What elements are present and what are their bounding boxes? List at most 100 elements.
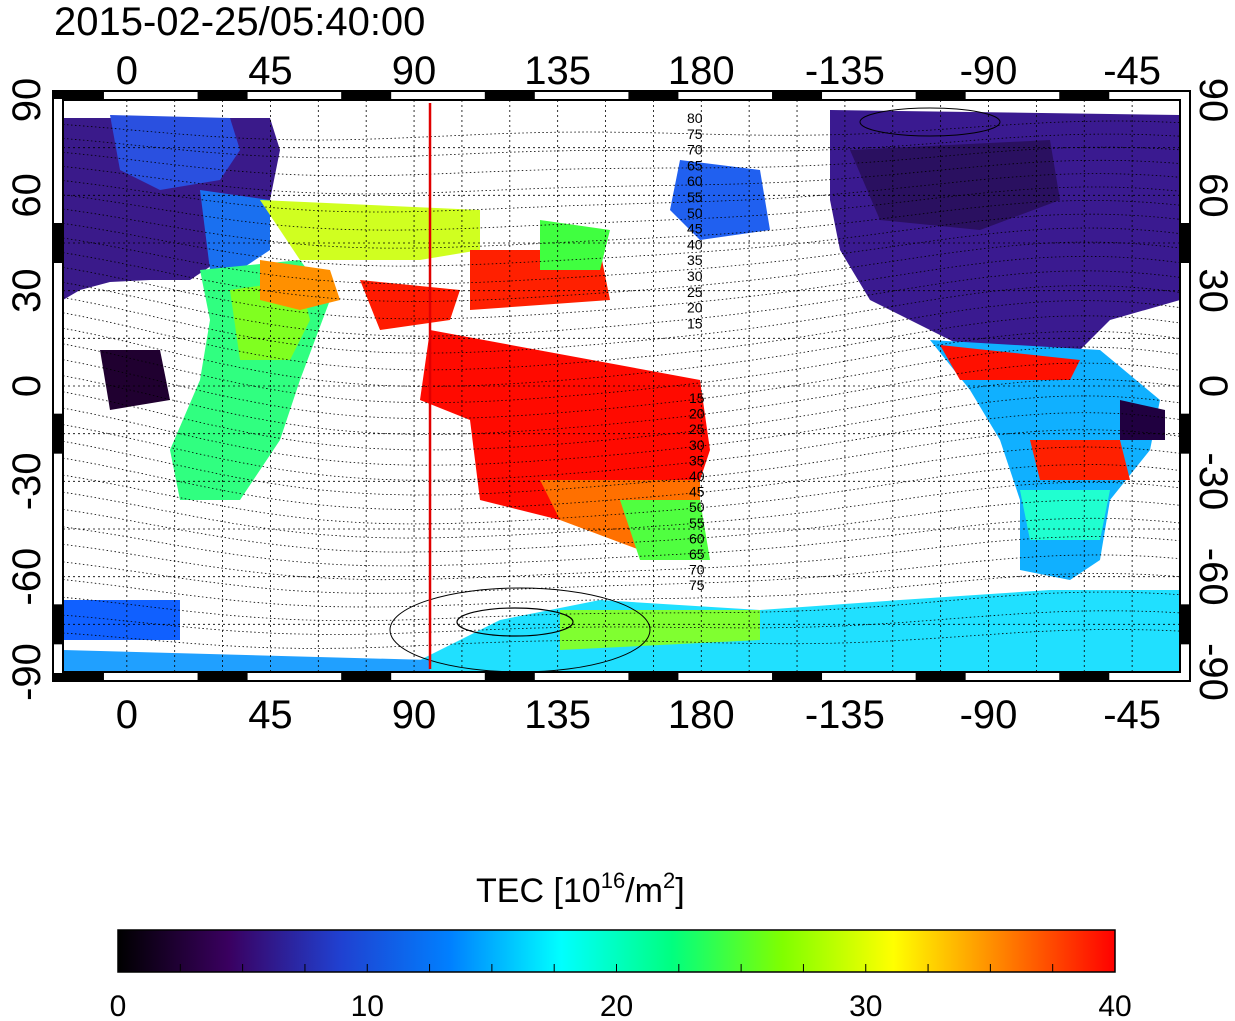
contour-line <box>63 173 1180 213</box>
frame-segment <box>341 92 392 99</box>
top-lon-tick: 90 <box>392 49 437 93</box>
contour-line <box>63 610 1180 635</box>
tec-region-europe-core <box>110 115 240 190</box>
left-lat-tick: -90 <box>5 643 49 701</box>
bottom-lon-tick: -90 <box>960 693 1018 737</box>
bottom-lon-tick: -135 <box>805 693 885 737</box>
contour-line <box>63 499 1180 553</box>
magnetic-contours <box>63 107 1180 672</box>
frame-segment <box>484 92 535 99</box>
right-lat-tick: 90 <box>1191 78 1235 123</box>
contour-label: 15 <box>689 390 705 406</box>
top-lon-tick: 0 <box>116 49 138 93</box>
bottom-lon-tick: 180 <box>668 693 735 737</box>
top-lon-tick: 135 <box>524 49 591 93</box>
top-lon-tick: -90 <box>960 49 1018 93</box>
right-lat-tick: -90 <box>1191 643 1235 701</box>
right-lat-tick: -60 <box>1191 548 1235 606</box>
contour-ellipse-outer <box>389 587 651 672</box>
frame-segment <box>197 92 248 99</box>
contour-line <box>63 213 1180 267</box>
contour-label: 65 <box>689 546 705 562</box>
frame-segment <box>628 673 679 680</box>
frame-segment <box>197 673 248 680</box>
contour-line <box>63 362 1180 435</box>
frame-segment <box>1181 413 1189 454</box>
top-lon-tick: 45 <box>248 49 293 93</box>
frame-segment <box>53 92 104 99</box>
contour-label: 30 <box>687 268 703 284</box>
right-lat-tick: 0 <box>1191 375 1235 397</box>
contour-label: 40 <box>687 236 703 252</box>
contour-label: 55 <box>687 189 703 205</box>
contour-line <box>63 285 1180 354</box>
tec-region-canada <box>850 140 1060 230</box>
tec-region-india <box>360 280 460 330</box>
frame-segment <box>772 92 823 99</box>
frame-segment <box>54 604 62 645</box>
frame-segment <box>1181 223 1189 263</box>
contour-label: 15 <box>687 315 703 331</box>
frame-segment <box>54 413 62 454</box>
timestamp-title: 2015-02-25/05:40:00 <box>54 0 426 44</box>
contour-line <box>63 146 1180 177</box>
contour-label: 30 <box>689 437 705 453</box>
top-lon-tick: -135 <box>805 49 885 93</box>
frame-segment <box>53 673 104 680</box>
contour-line <box>63 315 1180 387</box>
top-lon-tick: 180 <box>668 49 735 93</box>
contour-line <box>63 200 1180 249</box>
frame-segment <box>341 673 392 680</box>
contour-line <box>63 591 1180 622</box>
colorbar-ticks: 0 10 20 30 40 <box>110 964 1132 1021</box>
top-longitude-ticks: 0 45 90 135 180 -135 -90 -45 <box>116 49 1161 93</box>
tec-region-new-zealand <box>620 500 710 560</box>
contour-line <box>63 554 1180 594</box>
frame-segment <box>628 92 679 99</box>
contour-label: 45 <box>689 484 705 500</box>
contour-label: 35 <box>689 452 705 468</box>
contour-line <box>63 186 1180 231</box>
top-lon-tick: -45 <box>1103 49 1161 93</box>
contour-label: 60 <box>687 173 703 189</box>
bottom-lon-tick: -45 <box>1103 693 1161 737</box>
frame-tick-marks <box>53 92 1189 680</box>
bottom-lon-tick: 0 <box>116 693 138 737</box>
contour-line <box>63 133 1180 159</box>
contour-label: 35 <box>687 252 703 268</box>
contour-label: 65 <box>687 157 703 173</box>
frame-segment <box>772 673 823 680</box>
contour-label: 25 <box>687 284 703 300</box>
map-outer-frame <box>52 90 1191 682</box>
colorbar-tick-label: 30 <box>849 990 882 1021</box>
tec-region-atlantic-low <box>100 350 170 410</box>
contour-line <box>63 300 1180 371</box>
contour-line <box>63 159 1180 195</box>
contour-label: 60 <box>689 530 705 546</box>
frame-segment <box>1059 92 1110 99</box>
contour-line <box>63 378 1180 451</box>
colorbar-tick-label: 20 <box>600 990 633 1021</box>
contour-line <box>63 412 1180 481</box>
contour-ellipse-inner <box>456 607 574 637</box>
contour-line <box>63 395 1180 466</box>
left-latitude-ticks: 90 60 30 0 -30 -60 -90 <box>5 78 49 701</box>
contour-ellipse-north <box>859 107 1001 137</box>
contour-label: 70 <box>687 142 703 158</box>
contour-line <box>63 517 1180 567</box>
left-lat-tick: 30 <box>5 268 49 313</box>
contour-label: 50 <box>689 499 705 515</box>
contour-label: 50 <box>687 205 703 221</box>
contour-line <box>63 227 1180 285</box>
colorbar-title: TEC [1016/m2] <box>476 868 685 910</box>
tec-region-japan <box>540 220 610 270</box>
left-lat-tick: 0 <box>5 375 49 397</box>
map-gridlines <box>63 100 1180 672</box>
bottom-lon-tick: 45 <box>248 693 293 737</box>
frame-segment <box>1181 604 1189 645</box>
contour-label: 40 <box>689 468 705 484</box>
contour-label: 20 <box>687 300 703 316</box>
tec-region-antarctic-west <box>63 650 430 672</box>
contour-line <box>63 572 1180 608</box>
